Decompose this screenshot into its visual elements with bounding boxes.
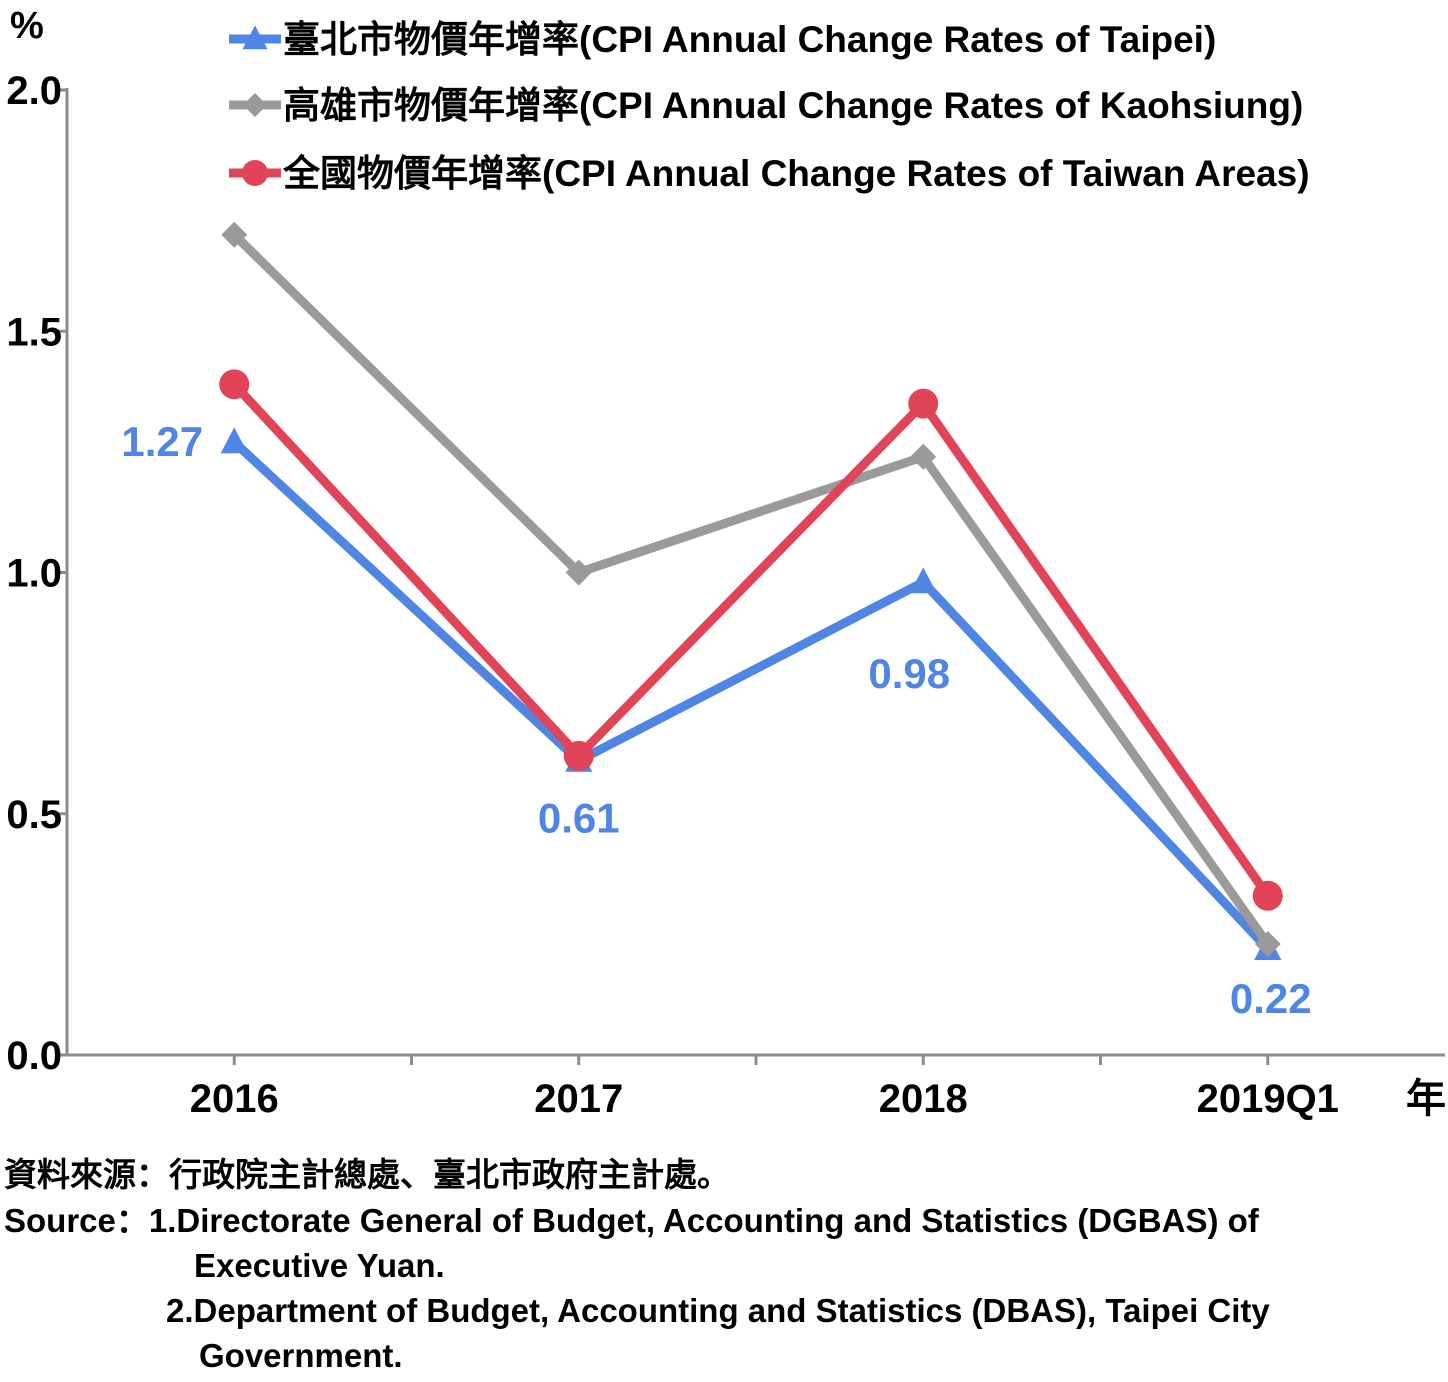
y-tick-label: 2.0 [6, 69, 62, 113]
data-label: 0.61 [538, 795, 620, 842]
data-point [242, 25, 268, 50]
data-labels: 1.27 0.61 0.98 0.22 [121, 418, 1311, 1022]
data-label: 0.98 [868, 650, 950, 697]
series-2 [221, 221, 1281, 958]
source-note-en-2: Executive Yuan. [194, 1247, 445, 1284]
data-label: 0.22 [1230, 975, 1312, 1022]
data-point [243, 93, 267, 117]
data-point [910, 443, 937, 470]
source-note-en-4: Government. [199, 1337, 403, 1374]
axes: 0.0 0.5 1.0 1.5 2.0% 2016 2017 2018 2019Q1 年 [6, 5, 1446, 1121]
data-point [219, 369, 250, 400]
legend-label: 高雄市物價年增率(CPI Annual Change Rates of Kaoh… [283, 84, 1303, 126]
x-tick-label: 2018 [879, 1077, 968, 1121]
legend-label: 全國物價年增率(CPI Annual Change Rates of Taiwa… [282, 152, 1310, 194]
x-tick-label: 2019Q1 [1197, 1077, 1339, 1121]
source-note-en-3: 2.Department of Budget, Accounting and S… [166, 1292, 1270, 1329]
legend: 臺北市物價年增率(CPI Annual Change Rates of Taip… [229, 18, 1310, 194]
series-line [231, 438, 1272, 952]
data-point [909, 567, 937, 594]
data-label: 1.27 [121, 418, 203, 465]
data-point [220, 427, 248, 454]
y-tick-label: 0.5 [6, 793, 62, 837]
series-layer [219, 221, 1283, 960]
data-point [565, 559, 592, 586]
data-point [908, 388, 939, 419]
data-point [1254, 931, 1281, 958]
legend-label: 臺北市物價年增率(CPI Annual Change Rates of Taip… [283, 18, 1216, 60]
series-line [231, 231, 1272, 947]
series-line [230, 381, 1272, 899]
data-point [242, 160, 268, 186]
legend-item: 高雄市物價年增率(CPI Annual Change Rates of Kaoh… [229, 84, 1303, 126]
y-tick-label: 1.0 [6, 552, 62, 596]
source-note-en-1: Source：1.Directorate General of Budget, … [4, 1202, 1259, 1239]
y-tick-label: 0.0 [6, 1034, 62, 1078]
series-3 [219, 369, 1283, 911]
cpi-line-chart: 0.0 0.5 1.0 1.5 2.0% 2016 2017 2018 2019Q1 年 1.27… [6, 5, 1446, 1121]
legend-item: 全國物價年增率(CPI Annual Change Rates of Taiwa… [229, 152, 1310, 194]
legend-item: 臺北市物價年增率(CPI Annual Change Rates of Taip… [229, 18, 1216, 60]
x-unit-label: 年 [1406, 1077, 1446, 1121]
x-tick-label: 2016 [190, 1077, 279, 1121]
data-point [563, 740, 594, 771]
y-unit-label: % [10, 5, 44, 47]
source-note-zh: 資料來源：行政院主計總處、臺北市政府主計處。 [4, 1156, 730, 1193]
x-tick-label: 2017 [534, 1077, 623, 1121]
data-point [221, 221, 248, 248]
data-point [1252, 880, 1283, 911]
y-tick-label: 1.5 [6, 310, 62, 354]
